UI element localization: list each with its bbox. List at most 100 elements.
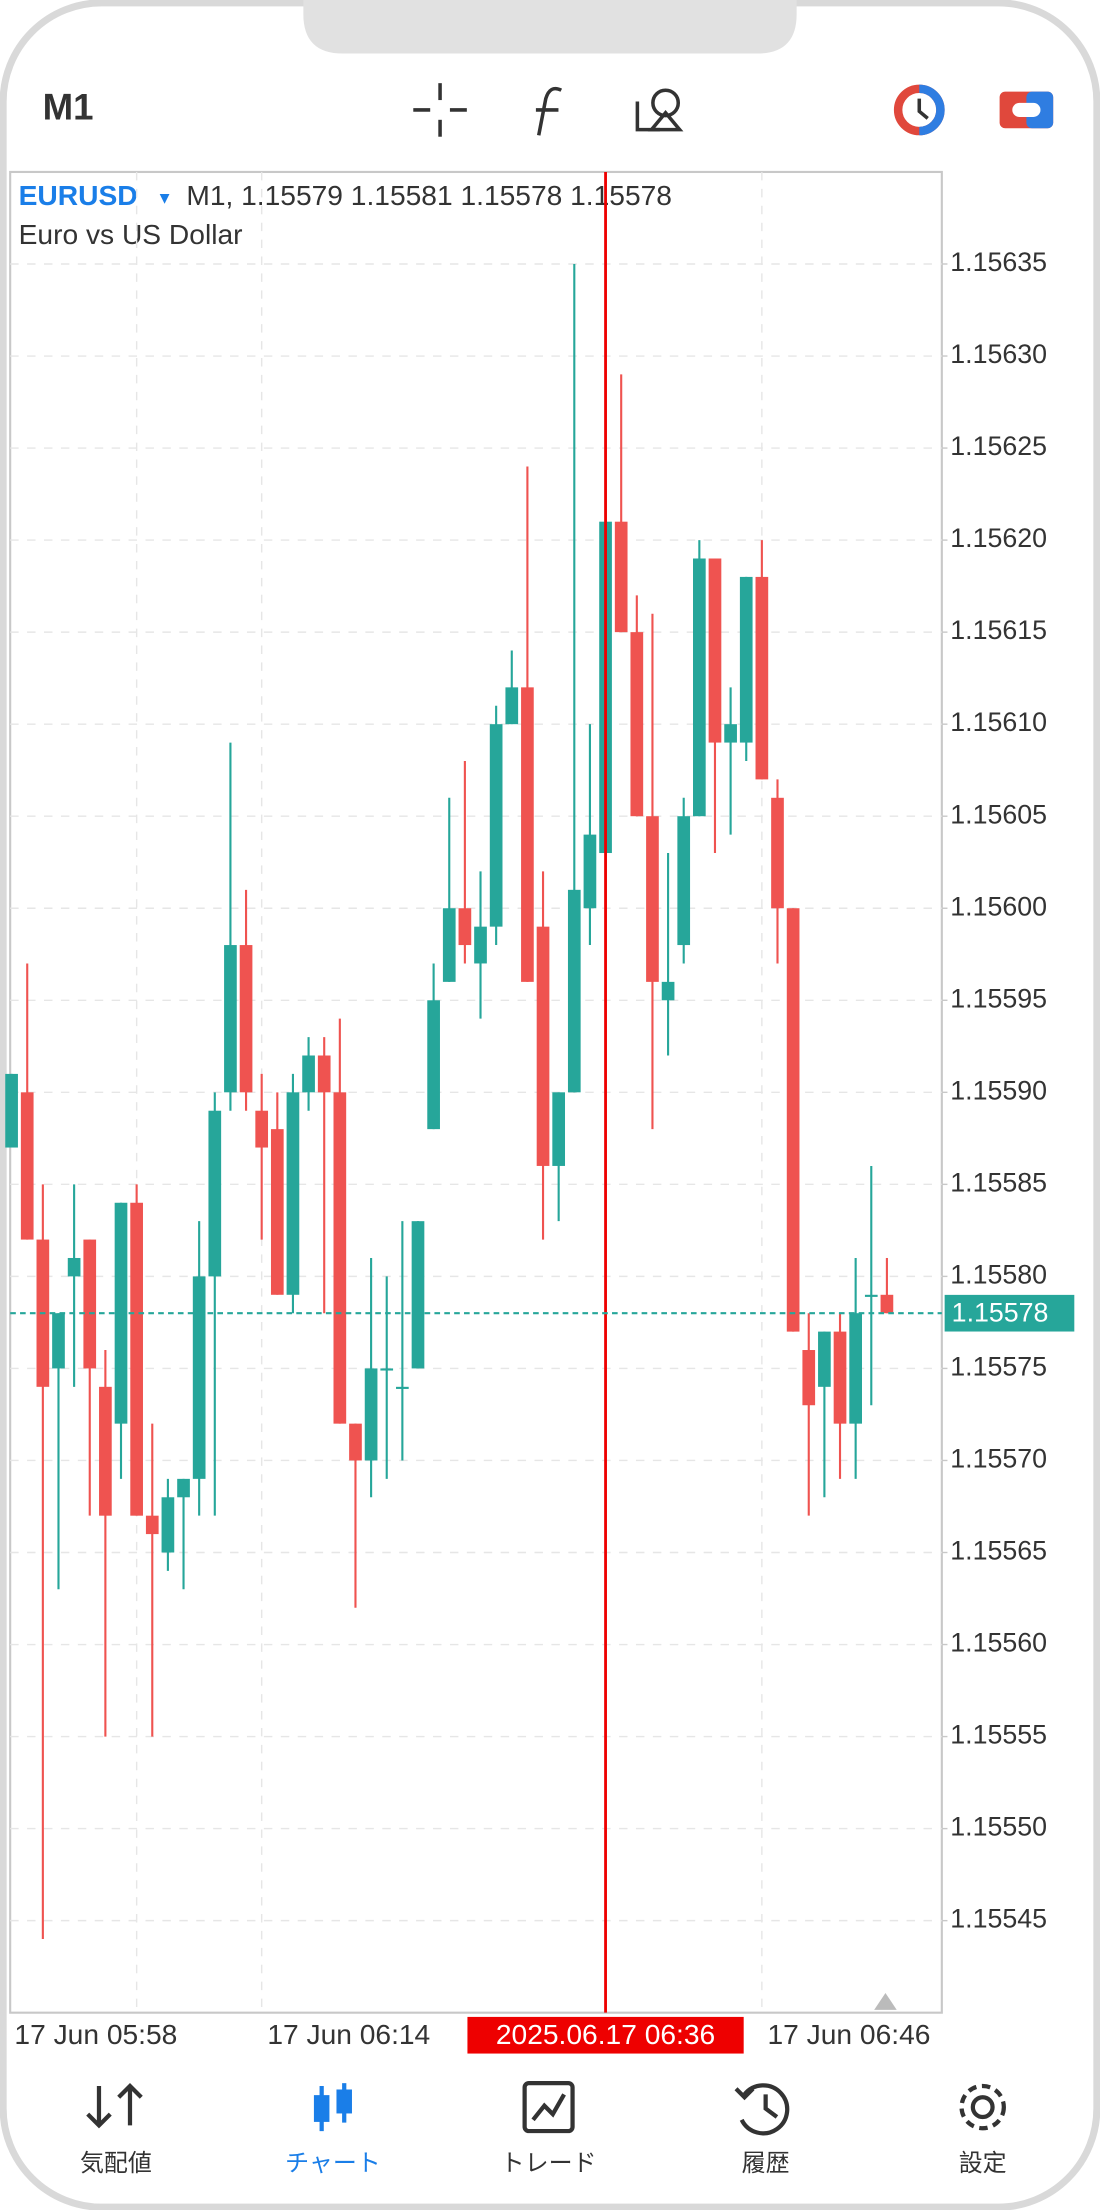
candle (567, 263, 581, 1093)
candle (177, 1478, 190, 1590)
candle (833, 1313, 847, 1479)
trade-tab-icon[interactable] (522, 2081, 575, 2134)
y-tick-label: 1.15545 (950, 1904, 1047, 1934)
candle-body (177, 1478, 190, 1498)
objects-icon[interactable] (635, 88, 684, 132)
candle (52, 1313, 65, 1590)
candle-body (364, 1368, 378, 1461)
y-tick-label: 1.15580 (950, 1259, 1047, 1289)
candle (724, 687, 737, 835)
crosshair-icon[interactable] (413, 83, 467, 137)
candle-body (130, 1202, 143, 1516)
trade-icon[interactable] (999, 91, 1054, 129)
candle-body (224, 945, 237, 1093)
y-tick-label: 1.15620 (950, 523, 1047, 553)
candle (755, 540, 769, 780)
candle (364, 1257, 378, 1498)
candle-body (380, 1368, 394, 1371)
candle (411, 1221, 425, 1369)
candle-body (708, 558, 722, 743)
candle (192, 1221, 206, 1516)
candle-body (442, 908, 456, 982)
candle (270, 1092, 284, 1295)
candle (771, 779, 784, 964)
candle-body (396, 1386, 409, 1389)
candle (130, 1184, 143, 1516)
candle-body (521, 687, 534, 982)
candle (396, 1221, 409, 1461)
tab-label[interactable]: トレード (501, 2150, 597, 2177)
candle-body (567, 889, 581, 1093)
history-icon[interactable] (734, 2083, 790, 2136)
candle (427, 963, 440, 1130)
candle-body (693, 558, 706, 817)
quotes-icon[interactable] (86, 2082, 143, 2129)
y-tick-label: 1.15560 (950, 1628, 1047, 1658)
status-icon[interactable] (893, 84, 945, 136)
tab-label[interactable]: チャート (285, 2150, 381, 2177)
candle (99, 1350, 112, 1737)
candle-body (786, 908, 800, 1332)
candle-body (458, 908, 472, 946)
candle (646, 613, 659, 1130)
candle (739, 576, 753, 761)
candle (208, 1092, 222, 1516)
candle-body (302, 1055, 315, 1093)
candle (802, 1313, 816, 1516)
candle-body (505, 687, 519, 725)
candle-body (83, 1239, 97, 1369)
candle (5, 1073, 18, 1148)
candle (614, 374, 628, 633)
candle-body (661, 981, 675, 1001)
y-tick-label: 1.15615 (950, 615, 1047, 645)
candle (67, 1184, 81, 1387)
candle (145, 1423, 159, 1737)
chart-icon[interactable] (313, 2083, 352, 2132)
toolbar-icons (413, 83, 684, 137)
timeframe[interactable]: M1 (43, 87, 94, 128)
candle-body (270, 1129, 284, 1295)
y-tick-label: 1.15625 (950, 431, 1047, 461)
candle-body (145, 1515, 159, 1535)
tab-label[interactable]: 履歴 (742, 2150, 790, 2177)
candle-body (208, 1110, 222, 1277)
y-tick-label: 1.15555 (950, 1720, 1047, 1750)
candle (20, 963, 34, 1240)
candle (255, 1073, 269, 1240)
candle (661, 853, 675, 1056)
symbol-marker[interactable]: ▾ (160, 187, 170, 209)
scroll-marker (874, 1992, 897, 2010)
candle (161, 1478, 175, 1571)
last-price-label: 1.15578 (952, 1298, 1049, 1328)
candle (286, 1073, 300, 1314)
crosshair-label: 2025.06.17 06:36 (496, 2018, 715, 2050)
indicator-icon[interactable] (535, 86, 563, 136)
candle (333, 1018, 347, 1424)
candle-body (833, 1331, 847, 1424)
candle (521, 466, 534, 982)
candle-body (67, 1257, 81, 1277)
symbol[interactable]: EURUSD (19, 179, 138, 211)
candle-body (255, 1110, 269, 1148)
grid: 1.15635 1.15630 1.15625 1.15620 1.15615 1.156… (10, 171, 1047, 2050)
settings-icon[interactable] (959, 2083, 1006, 2131)
candle-body (771, 797, 784, 909)
candle-body (5, 1073, 18, 1148)
tab-label[interactable]: 設定 (959, 2150, 1007, 2177)
candle (818, 1331, 831, 1498)
candle-body (880, 1294, 894, 1314)
candle (505, 650, 519, 725)
candle-body (818, 1331, 831, 1387)
candle-body (349, 1423, 362, 1461)
candle-body (864, 1294, 878, 1297)
y-tick-label: 1.15550 (950, 1812, 1047, 1842)
candle (880, 1257, 894, 1314)
candle-body (52, 1313, 65, 1369)
candle (442, 797, 456, 982)
tab-label[interactable]: 気配値 (80, 2150, 152, 2177)
candle (239, 889, 253, 1111)
candle-body (99, 1386, 112, 1516)
candle (83, 1239, 97, 1516)
